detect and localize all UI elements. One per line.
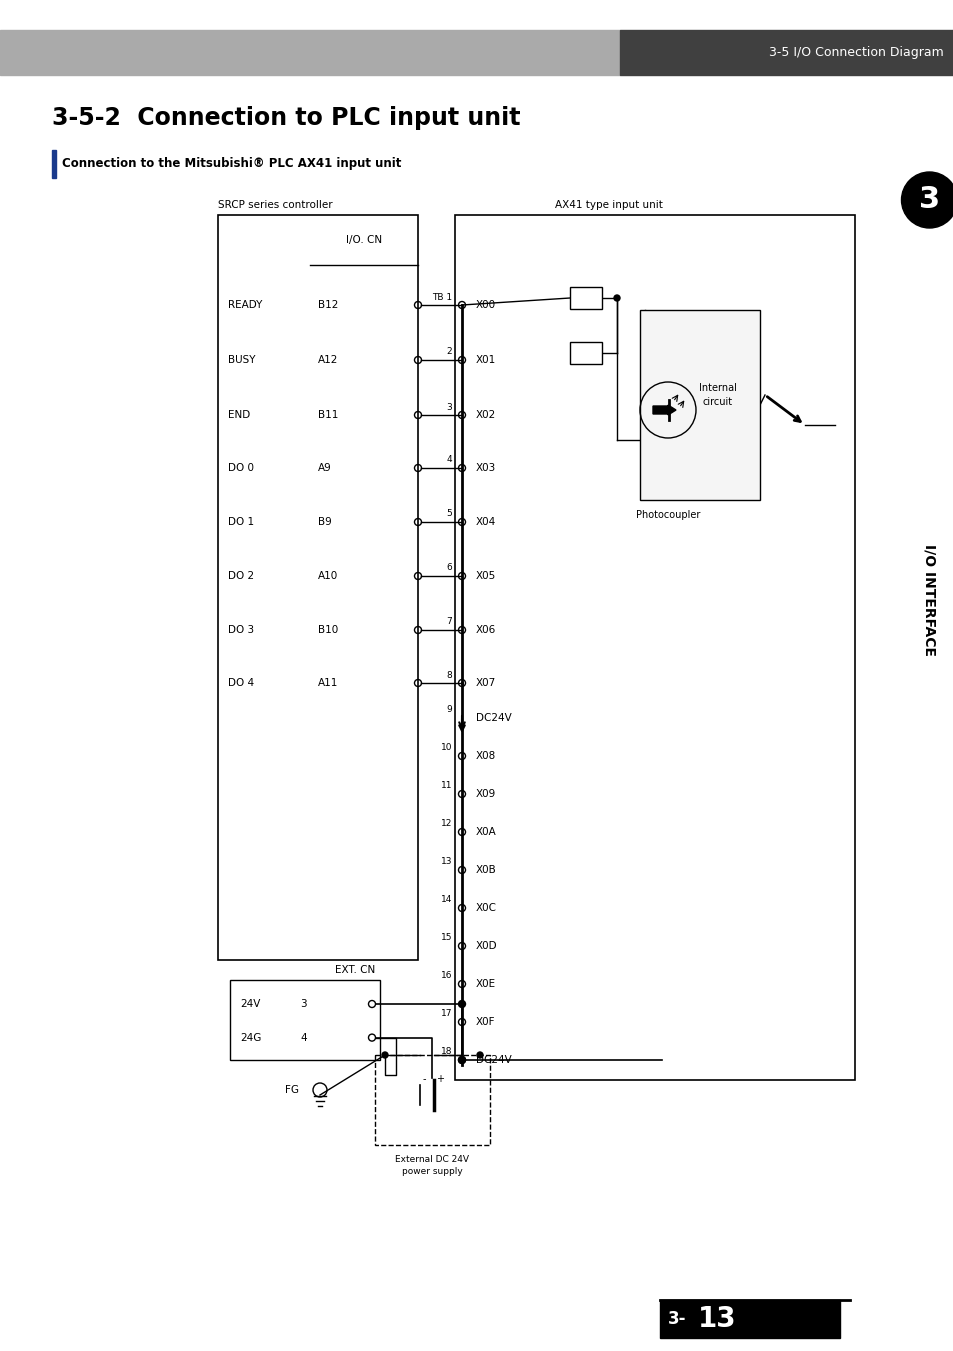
Text: 14: 14 [440,896,452,905]
Text: 3: 3 [446,403,452,412]
Text: 3-5 I/O Connection Diagram: 3-5 I/O Connection Diagram [768,46,943,59]
Text: X0A: X0A [476,827,497,838]
Text: DO 1: DO 1 [228,517,253,527]
Circle shape [458,1056,465,1063]
Bar [659,1300,840,1337]
Text: 11: 11 [440,781,452,790]
Text: X0C: X0C [476,902,497,913]
Bar [230,979,379,1061]
Text: R: R [581,349,590,358]
Text: 3: 3 [299,998,306,1009]
Text: B12: B12 [317,300,338,309]
Text: BUSY: BUSY [228,355,255,365]
Text: AX41 type input unit: AX41 type input unit [555,200,662,209]
Text: A9: A9 [317,463,332,473]
Text: I/O. CN: I/O. CN [346,235,381,245]
Text: DO 0: DO 0 [228,463,253,473]
Text: Photocoupler: Photocoupler [635,509,700,520]
Text: R: R [581,293,590,303]
Text: X05: X05 [476,571,496,581]
Text: X03: X03 [476,463,496,473]
Bar [569,342,601,363]
Text: X04: X04 [476,517,496,527]
Circle shape [458,1001,465,1008]
Bar [639,309,760,500]
Text: 4: 4 [446,455,452,465]
Text: EXT. CN: EXT. CN [335,965,375,975]
Text: 2: 2 [446,347,452,357]
Text: 4: 4 [299,1032,306,1043]
Text: X02: X02 [476,409,496,420]
Text: X01: X01 [476,355,496,365]
Text: 13: 13 [698,1305,736,1333]
Text: X00: X00 [476,300,496,309]
Text: 24G: 24G [240,1032,261,1043]
Text: 10: 10 [440,743,452,753]
Text: 3-: 3- [667,1310,686,1328]
Circle shape [614,295,619,301]
Text: A12: A12 [317,355,338,365]
Text: Internal
circuit: Internal circuit [699,382,736,407]
Text: 17: 17 [440,1009,452,1019]
Text: DO 2: DO 2 [228,571,253,581]
Bar [569,286,601,309]
Text: 24V: 24V [240,998,260,1009]
Text: Connection to the Mitsubishi® PLC AX41 input unit: Connection to the Mitsubishi® PLC AX41 i… [62,158,401,170]
Text: 5: 5 [446,509,452,519]
Text: X08: X08 [476,751,496,761]
Text: END: END [228,409,250,420]
Text: X0D: X0D [476,942,497,951]
Text: B9: B9 [317,517,332,527]
Text: 8: 8 [446,670,452,680]
Text: 6: 6 [446,563,452,573]
Text: power supply: power supply [402,1167,462,1175]
Text: 3: 3 [918,185,939,215]
Circle shape [901,172,953,228]
Text: X0E: X0E [476,979,496,989]
Text: FG: FG [285,1085,298,1096]
Bar [455,215,854,1079]
Text: 13: 13 [440,858,452,866]
Text: X0B: X0B [476,865,497,875]
Text: I/O INTERFACE: I/O INTERFACE [922,544,936,657]
Bar [52,150,56,178]
Text: X09: X09 [476,789,496,798]
Text: DC24V: DC24V [476,1055,511,1065]
Text: A11: A11 [317,678,338,688]
Text: DO 4: DO 4 [228,678,253,688]
Text: B10: B10 [317,626,338,635]
Bar [218,215,417,961]
Text: +: + [436,1074,444,1084]
Text: -: - [422,1074,426,1084]
Text: A10: A10 [317,571,338,581]
Text: X07: X07 [476,678,496,688]
Text: B11: B11 [317,409,338,420]
Text: 9: 9 [446,705,452,715]
Text: SRCP series controller: SRCP series controller [218,200,333,209]
Text: DO 3: DO 3 [228,626,253,635]
Text: READY: READY [228,300,262,309]
Text: DC24V: DC24V [476,713,511,723]
Text: 18: 18 [440,1047,452,1056]
Text: 15: 15 [440,934,452,943]
Circle shape [476,1052,482,1058]
Text: 12: 12 [440,820,452,828]
Text: TB 1: TB 1 [432,293,452,301]
Circle shape [381,1052,388,1058]
FancyArrow shape [652,405,676,415]
Text: X0F: X0F [476,1017,495,1027]
Text: External DC 24V: External DC 24V [395,1155,469,1165]
Text: X06: X06 [476,626,496,635]
Bar [0,30,619,76]
Text: 16: 16 [440,971,452,981]
Bar [619,30,953,76]
Bar [375,1055,490,1146]
Text: 7: 7 [446,617,452,627]
Text: 3-5-2  Connection to PLC input unit: 3-5-2 Connection to PLC input unit [52,105,520,130]
